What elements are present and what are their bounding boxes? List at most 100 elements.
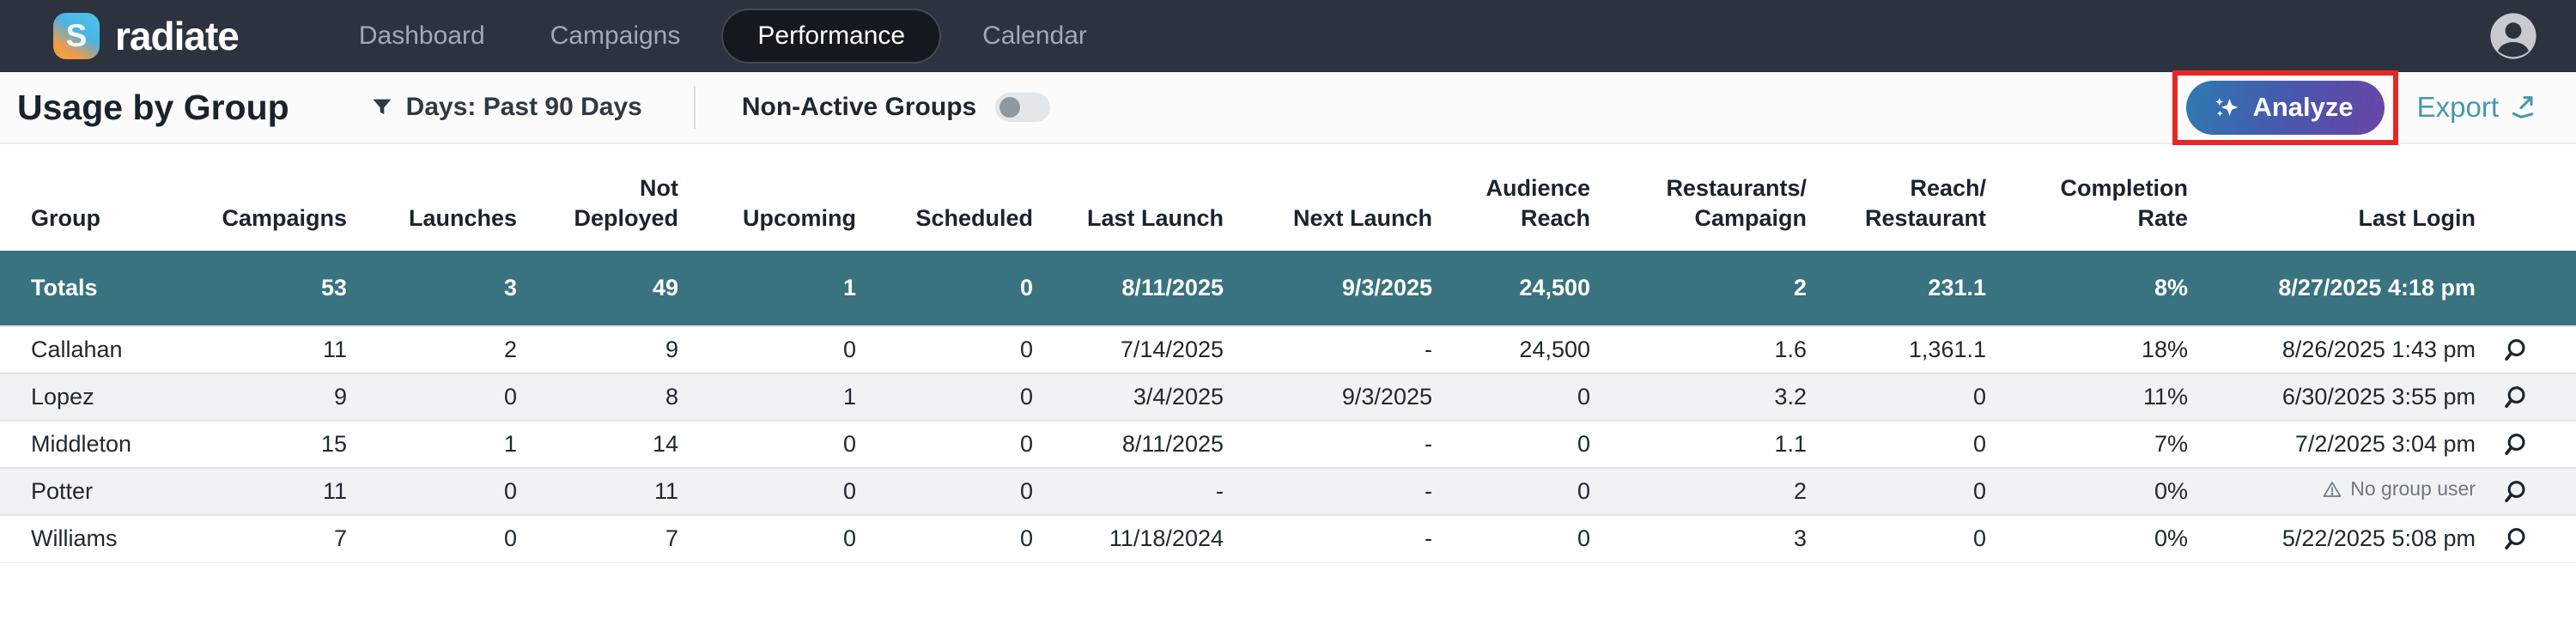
non-active-groups-label: Non-Active Groups <box>741 93 977 121</box>
group-row-lopez: Lopez 9 0 8 1 0 3/4/2025 9/3/2025 0 3.2 0 11% 6/30/2… <box>0 373 2576 421</box>
data-cell-12: No group user <box>2208 468 2496 515</box>
export-arrow-icon <box>2509 94 2537 121</box>
user-avatar-button[interactable] <box>2488 11 2538 61</box>
col-header-campaigns: Campaigns <box>222 205 347 231</box>
toolbar-actions: Analyze Export <box>2172 70 2542 145</box>
no-group-user-warning: No group user <box>2322 477 2476 501</box>
data-cell-3: 11 <box>653 478 678 504</box>
warning-label: No group user <box>2350 477 2476 501</box>
data-cell-12: 5/22/2025 5:08 pm <box>2281 525 2476 552</box>
table-body: Totals 53 3 49 1 0 8/11/2025 9/3/2025 24,500 2 231… <box>0 251 2576 562</box>
group-name-cell: Williams <box>31 525 118 552</box>
row-magnifier-button[interactable] <box>2500 382 2530 413</box>
magnifier-icon <box>2501 384 2529 411</box>
data-cell-2: 0 <box>503 478 517 504</box>
col-header-not-deployed: Not Deployed <box>574 175 678 231</box>
data-cell-8: 0 <box>1577 525 1590 552</box>
col-header-upcoming: Upcoming <box>743 205 856 231</box>
totals-cell-4: 1 <box>842 275 856 300</box>
sparkles-icon <box>2212 93 2241 122</box>
col-header-restaurants-campaign: Restaurants/ Campaign <box>1666 175 1807 231</box>
data-cell-9: 3 <box>1793 525 1807 552</box>
magnifier-icon <box>2501 337 2529 364</box>
data-cell-9: 1.6 <box>1774 337 1807 362</box>
data-cell-10: 0 <box>1972 525 1986 552</box>
totals-cell-5: 0 <box>1019 275 1033 300</box>
totals-cell-2: 3 <box>503 275 517 300</box>
row-magnifier-button[interactable] <box>2500 335 2530 366</box>
data-cell-11: 0% <box>2154 525 2188 552</box>
col-header-last-login: Last Login <box>2358 205 2476 231</box>
totals-cell-8: 24,500 <box>1519 275 1590 300</box>
data-cell-5: 0 <box>1019 337 1033 362</box>
data-cell-2: 0 <box>503 384 517 410</box>
non-active-groups-toggle[interactable] <box>995 93 1051 122</box>
magnifier-icon <box>2501 525 2529 553</box>
data-cell-3: 9 <box>665 337 678 362</box>
days-filter-label: Days: Past 90 Days <box>405 93 642 121</box>
top-nav: S radiate Dashboard Campaigns Performanc… <box>0 0 2576 72</box>
nav-item-campaigns[interactable]: Campaigns <box>550 21 681 50</box>
data-cell-7: - <box>1425 478 1432 504</box>
col-header-scheduled: Scheduled <box>915 205 1033 231</box>
nav-item-dashboard[interactable]: Dashboard <box>358 21 485 50</box>
totals-row: Totals 53 3 49 1 0 8/11/2025 9/3/2025 24,500 2 231… <box>0 251 2576 326</box>
data-cell-5: 0 <box>1019 431 1033 457</box>
radiate-logo-icon: S <box>53 13 100 59</box>
data-cell-3: 14 <box>652 431 678 457</box>
row-magnifier-button[interactable] <box>2500 476 2530 507</box>
usage-by-group-table: Group Campaigns Launches Not Deployed Up… <box>0 144 2576 563</box>
data-cell-1: 15 <box>320 431 347 457</box>
col-header-audience-reach: Audience Reach <box>1485 175 1590 231</box>
data-cell-4: 0 <box>842 431 856 457</box>
page-title: Usage by Group <box>17 87 289 127</box>
data-cell-10: 0 <box>1972 478 1986 504</box>
group-row-middleton: Middleton 15 1 14 0 0 8/11/2025 - 0 1.1 0 7% 7/2/202… <box>0 421 2576 468</box>
totals-cell-11: 8% <box>2154 275 2188 300</box>
data-cell-2: 1 <box>503 431 517 457</box>
table-header-row: Group Campaigns Launches Not Deployed Up… <box>0 144 2576 251</box>
row-action-cell <box>2496 468 2576 515</box>
funnel-icon <box>370 95 394 119</box>
data-cell-11: 0% <box>2154 478 2188 504</box>
analyze-button[interactable]: Analyze <box>2186 80 2385 135</box>
toolbar: Usage by Group Days: Past 90 Days Non-Ac… <box>0 70 2576 145</box>
nav-items: Dashboard Campaigns Performance Calendar <box>335 9 1111 64</box>
data-cell-12: 6/30/2025 3:55 pm <box>2281 384 2476 410</box>
nav-item-performance[interactable]: Performance <box>721 9 942 64</box>
data-cell-11: 18% <box>2141 337 2188 362</box>
totals-cell-10: 231.1 <box>1928 275 1986 300</box>
col-header-actions <box>2496 144 2576 251</box>
group-name-cell: Middleton <box>31 431 132 457</box>
data-cell-4: 1 <box>842 384 856 410</box>
row-magnifier-button[interactable] <box>2500 429 2530 460</box>
analyze-annotation-box: Analyze <box>2172 70 2398 145</box>
data-cell-5: 0 <box>1019 478 1033 504</box>
col-header-group: Group <box>31 205 100 231</box>
data-cell-6: - <box>1216 478 1224 504</box>
brand-logo[interactable]: S radiate <box>53 13 240 59</box>
group-name-cell: Potter <box>31 478 94 504</box>
data-cell-11: 11% <box>2142 384 2188 410</box>
export-button[interactable]: Export <box>2412 90 2542 124</box>
data-cell-6: 7/14/2025 <box>1120 337 1224 362</box>
data-cell-8: 0 <box>1577 384 1590 410</box>
nav-item-calendar[interactable]: Calendar <box>982 21 1087 50</box>
data-cell-10: 0 <box>1972 431 1986 457</box>
user-avatar-icon <box>2488 11 2538 61</box>
col-header-launches: Launches <box>408 205 517 231</box>
row-magnifier-button[interactable] <box>2500 524 2530 555</box>
totals-cell-12: 8/27/2025 4:18 pm <box>2278 275 2476 300</box>
totals-cell-9: 2 <box>1793 275 1807 300</box>
data-cell-11: 7% <box>2154 431 2188 457</box>
totals-cell-1: 53 <box>320 275 347 300</box>
data-cell-8: 24,500 <box>1519 337 1590 362</box>
data-cell-4: 0 <box>842 337 856 362</box>
data-cell-5: 0 <box>1019 384 1033 410</box>
data-cell-4: 0 <box>842 525 856 552</box>
data-cell-1: 9 <box>333 384 347 410</box>
group-row-callahan: Callahan 11 2 9 0 0 7/14/2025 - 24,500 1.6 1,361.1… <box>0 326 2576 373</box>
data-cell-9: 2 <box>1793 478 1807 504</box>
totals-action-cell <box>2496 251 2576 326</box>
days-filter-button[interactable]: Days: Past 90 Days <box>365 92 647 123</box>
